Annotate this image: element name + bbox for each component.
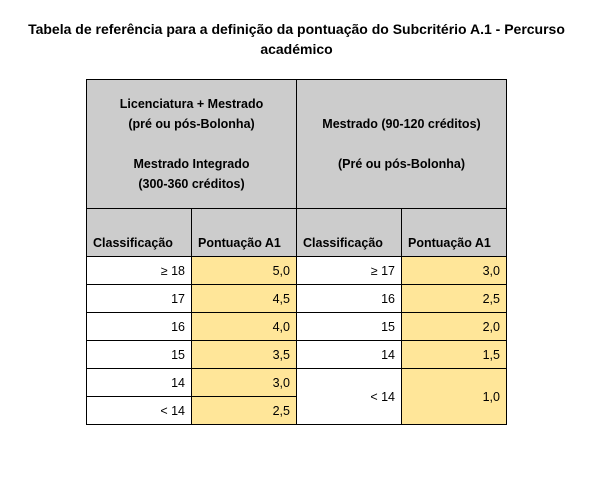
cell-right-score: 1,5 (402, 341, 507, 369)
cell-left-class: 16 (87, 313, 192, 341)
group-header-right: Mestrado (90-120 créditos) (Pré ou pós-B… (297, 80, 507, 209)
gh-right-line1: Mestrado (90-120 créditos) (322, 117, 480, 131)
col-left-score: Pontuação A1 (192, 209, 297, 257)
group-header-row: Licenciatura + Mestrado (pré ou pós-Bolo… (87, 80, 507, 209)
cell-right-class: < 14 (297, 369, 402, 425)
gh-left-line3: Mestrado Integrado (134, 157, 250, 171)
cell-right-class: 16 (297, 285, 402, 313)
page-title: Tabela de referência para a definição da… (25, 20, 568, 59)
reference-table: Licenciatura + Mestrado (pré ou pós-Bolo… (86, 79, 507, 425)
gh-left-line2: (pré ou pós-Bolonha) (128, 117, 254, 131)
cell-right-score: 2,0 (402, 313, 507, 341)
cell-left-score: 3,5 (192, 341, 297, 369)
cell-right-score: 1,0 (402, 369, 507, 425)
table-row: 164,0152,0 (87, 313, 507, 341)
cell-left-class: 14 (87, 369, 192, 397)
table-row: 153,5141,5 (87, 341, 507, 369)
col-right-class: Classificação (297, 209, 402, 257)
cell-left-score: 4,5 (192, 285, 297, 313)
cell-right-score: 2,5 (402, 285, 507, 313)
cell-left-class: < 14 (87, 397, 192, 425)
group-header-left: Licenciatura + Mestrado (pré ou pós-Bolo… (87, 80, 297, 209)
cell-left-class: ≥ 18 (87, 257, 192, 285)
table-row: ≥ 185,0≥ 173,0 (87, 257, 507, 285)
cell-right-score: 3,0 (402, 257, 507, 285)
gh-left-line1: Licenciatura + Mestrado (120, 97, 263, 111)
column-header-row: Classificação Pontuação A1 Classificação… (87, 209, 507, 257)
cell-left-score: 3,0 (192, 369, 297, 397)
cell-right-class: 14 (297, 341, 402, 369)
table-row: 143,0< 141,0 (87, 369, 507, 397)
table-body: ≥ 185,0≥ 173,0174,5162,5164,0152,0153,51… (87, 257, 507, 425)
cell-left-score: 5,0 (192, 257, 297, 285)
cell-left-class: 15 (87, 341, 192, 369)
cell-left-score: 2,5 (192, 397, 297, 425)
cell-left-score: 4,0 (192, 313, 297, 341)
gh-right-line2: (Pré ou pós-Bolonha) (338, 157, 465, 171)
col-left-class: Classificação (87, 209, 192, 257)
cell-right-class: ≥ 17 (297, 257, 402, 285)
gh-left-line4: (300-360 créditos) (138, 177, 244, 191)
cell-left-class: 17 (87, 285, 192, 313)
col-right-score: Pontuação A1 (402, 209, 507, 257)
cell-right-class: 15 (297, 313, 402, 341)
table-container: Licenciatura + Mestrado (pré ou pós-Bolo… (25, 79, 568, 425)
table-row: 174,5162,5 (87, 285, 507, 313)
